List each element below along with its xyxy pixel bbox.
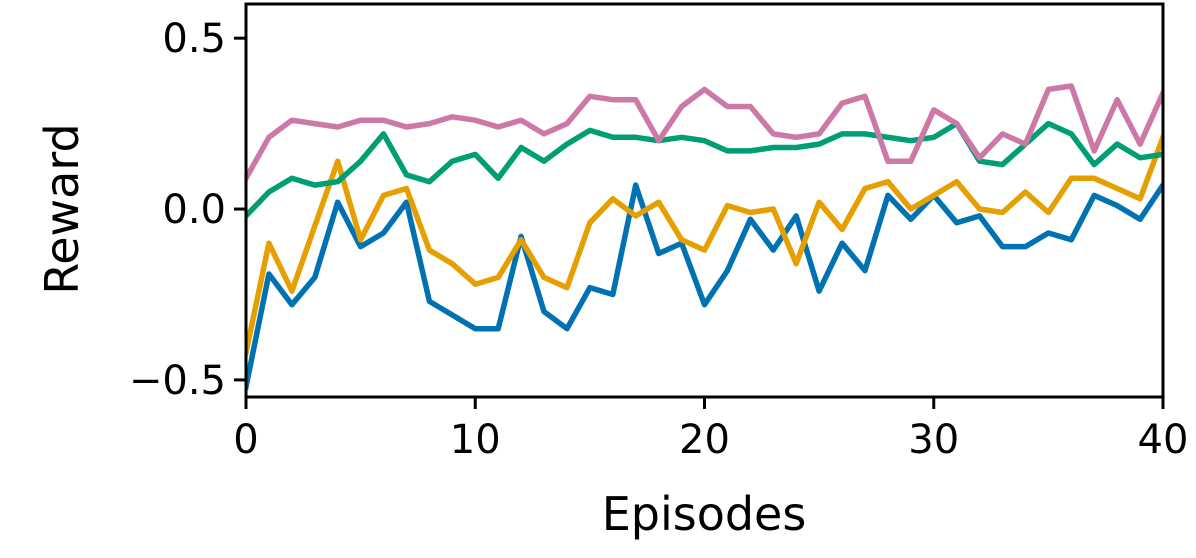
- series-line-3: [246, 120, 1163, 220]
- series-line-2: [246, 133, 1163, 356]
- y-tick-label: −0.5: [129, 358, 226, 404]
- y-tick-label: 0.5: [162, 16, 226, 62]
- x-tick-label: 0: [233, 417, 258, 463]
- x-tick-label: 40: [1138, 417, 1189, 463]
- y-tick-label: 0.0: [162, 187, 226, 233]
- series-line-4: [246, 83, 1163, 183]
- x-tick-label: 10: [450, 417, 501, 463]
- series-line-1: [246, 181, 1163, 390]
- y-axis-label: Reward: [35, 123, 89, 294]
- x-tick-label: 20: [679, 417, 730, 463]
- ticks-layer: 0 10 20 30 40 −0.5 0.0 0.5: [129, 16, 1189, 463]
- x-tick-label: 30: [908, 417, 959, 463]
- series-layer: [246, 83, 1163, 390]
- x-axis-label: Episodes: [602, 487, 807, 541]
